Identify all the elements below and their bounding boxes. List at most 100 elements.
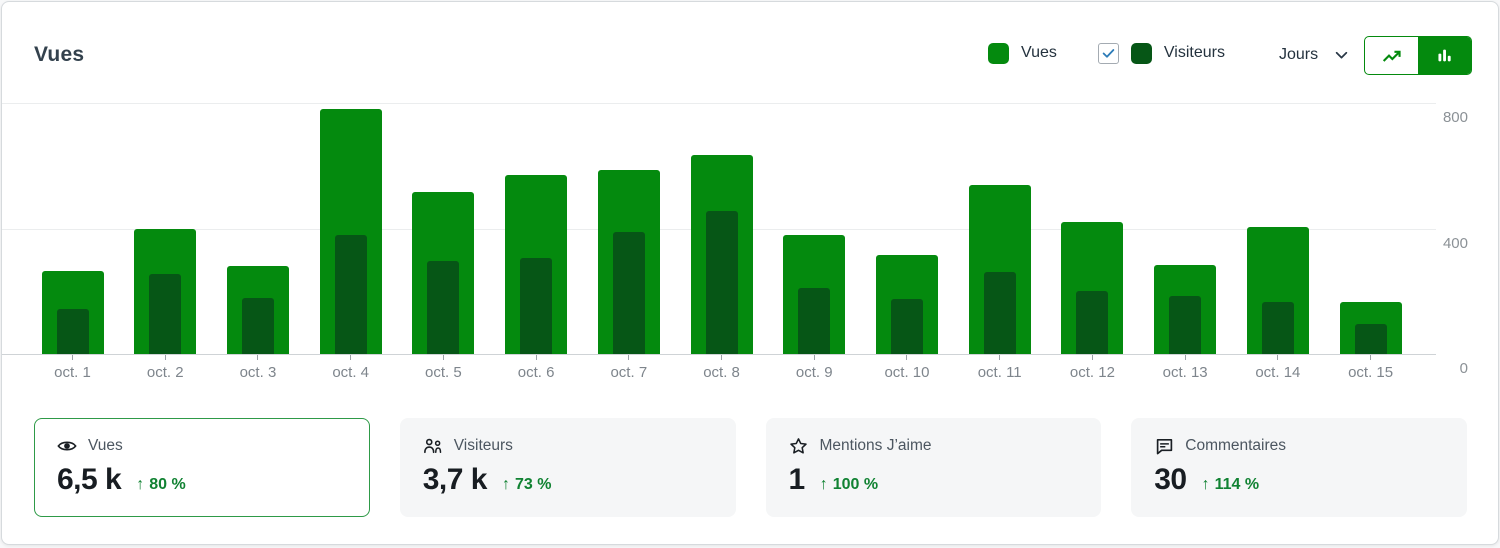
stat-card-commentaires[interactable]: Commentaires 30 ↑ 114 % — [1131, 418, 1467, 517]
up-arrow-icon: ↑ — [501, 476, 510, 493]
bar-group-oct-1[interactable] — [41, 103, 104, 354]
visiteurs-checkbox[interactable] — [1097, 42, 1119, 64]
period-dropdown-label: Jours — [1279, 46, 1319, 63]
x-axis-label: oct. 7 — [610, 364, 648, 381]
up-arrow-icon: ↑ — [1201, 476, 1210, 493]
visiteurs-bar — [149, 274, 182, 354]
x-axis-label: oct. 15 — [1348, 364, 1394, 381]
y-axis-label: 400 — [1442, 234, 1468, 252]
check-icon — [1102, 48, 1115, 58]
bar-group-oct-3[interactable] — [226, 103, 289, 354]
visiteurs-swatch — [1130, 42, 1152, 64]
bar-group-oct-12[interactable] — [1061, 103, 1124, 354]
x-axis-tick — [1277, 355, 1279, 360]
visiteurs-bar — [1354, 324, 1387, 354]
stat-label: Vues — [88, 437, 123, 454]
bar-group-oct-4[interactable] — [319, 103, 382, 354]
bar-group-oct-2[interactable] — [134, 103, 197, 354]
stat-delta-text: 73 % — [514, 476, 552, 493]
x-axis-label: oct. 8 — [703, 364, 740, 381]
x-axis-tick — [999, 355, 1001, 360]
stat-delta: ↑ 100 % — [820, 476, 878, 494]
visiteurs-bar — [56, 308, 89, 354]
visiteurs-bar — [612, 231, 645, 354]
visiteurs-bar — [1169, 295, 1202, 354]
stat-delta: ↑ 80 % — [136, 476, 185, 494]
x-axis-tick — [164, 355, 166, 360]
x-axis-label: oct. 11 — [977, 364, 1022, 381]
stat-card-vues[interactable]: Vues 6,5 k ↑ 80 % — [34, 418, 370, 517]
chevron-down-icon — [1335, 51, 1348, 59]
visiteurs-bar — [798, 288, 831, 354]
star-icon — [789, 436, 809, 456]
stat-delta-text: 80 % — [149, 476, 186, 493]
x-axis-label: oct. 1 — [54, 364, 91, 381]
up-arrow-icon: ↑ — [819, 476, 828, 493]
visiteurs-bar — [241, 297, 274, 354]
bar-group-oct-13[interactable] — [1154, 103, 1217, 354]
y-axis-label: 0 — [1459, 360, 1468, 377]
x-axis-tick — [721, 355, 723, 360]
visiteurs-bar — [520, 258, 553, 354]
gridline-0 — [2, 354, 1436, 355]
x-axis-label: oct. 10 — [884, 364, 930, 381]
stat-label: Visiteurs — [453, 437, 513, 454]
x-axis-tick — [257, 355, 259, 360]
period-dropdown[interactable]: Jours — [1279, 43, 1348, 67]
x-axis-tick — [1370, 355, 1372, 360]
comment-icon — [1154, 436, 1174, 456]
visiteurs-bar — [705, 211, 738, 354]
bar-group-oct-10[interactable] — [875, 103, 938, 354]
stat-delta-text: 100 % — [832, 476, 879, 493]
bar-group-oct-5[interactable] — [412, 103, 475, 354]
stat-delta: ↑ 114 % — [1202, 476, 1259, 494]
stat-value: 3,7 k — [422, 463, 488, 496]
stat-value: 30 — [1154, 463, 1187, 496]
x-axis-label: oct. 4 — [332, 364, 369, 381]
vues-swatch — [988, 42, 1009, 64]
bar-group-oct-15[interactable] — [1339, 103, 1402, 354]
bar-group-oct-8[interactable] — [690, 103, 753, 354]
stat-label: Commentaires — [1185, 437, 1287, 454]
visiteurs-bar — [334, 234, 367, 354]
x-axis-tick — [350, 355, 352, 360]
x-axis-label: oct. 14 — [1255, 364, 1301, 381]
x-axis-label: oct. 3 — [239, 364, 277, 381]
x-axis-tick — [1091, 355, 1093, 360]
bar-group-oct-14[interactable] — [1246, 103, 1309, 354]
x-axis-tick — [72, 355, 73, 360]
x-axis-tick — [535, 355, 537, 360]
stat-delta-text: 114 % — [1214, 476, 1260, 493]
x-axis-tick — [906, 355, 908, 360]
x-axis-label: oct. 5 — [425, 364, 462, 381]
eye-icon — [57, 436, 77, 456]
line-chart-icon — [1382, 50, 1401, 62]
bar-chart-view-button[interactable] — [1418, 37, 1471, 74]
bar-group-oct-9[interactable] — [783, 103, 846, 354]
stat-delta: ↑ 73 % — [502, 476, 551, 494]
bar-chart-icon — [1438, 49, 1451, 62]
chart-type-toggle — [1364, 36, 1472, 75]
stat-card-visiteurs[interactable]: Visiteurs 3,7 k ↑ 73 % — [399, 418, 736, 517]
stat-label: Mentions J’aime — [819, 437, 932, 454]
bar-group-oct-6[interactable] — [505, 103, 568, 354]
page-title: Vues — [34, 43, 85, 66]
x-axis-label: oct. 9 — [795, 364, 833, 381]
chart-legend: Vues Visiteurs — [988, 42, 1225, 64]
gridline-800 — [2, 103, 1436, 104]
stat-value: 1 — [788, 463, 806, 496]
x-axis-label: oct. 12 — [1069, 364, 1115, 381]
visiteurs-bar — [1076, 291, 1109, 354]
x-axis-tick — [813, 355, 815, 360]
x-axis-label: oct. 13 — [1162, 364, 1208, 381]
x-axis-label: oct. 2 — [146, 364, 184, 381]
bar-group-oct-11[interactable] — [968, 103, 1031, 354]
y-axis-label: 800 — [1442, 109, 1468, 126]
legend-label-visiteurs: Visiteurs — [1163, 44, 1225, 61]
legend-label-vues: Vues — [1021, 44, 1057, 61]
bar-group-oct-7[interactable] — [597, 103, 660, 354]
line-chart-view-button[interactable] — [1365, 37, 1418, 74]
stat-card-mentions-jaime[interactable]: Mentions J’aime 1 ↑ 100 % — [765, 418, 1102, 517]
